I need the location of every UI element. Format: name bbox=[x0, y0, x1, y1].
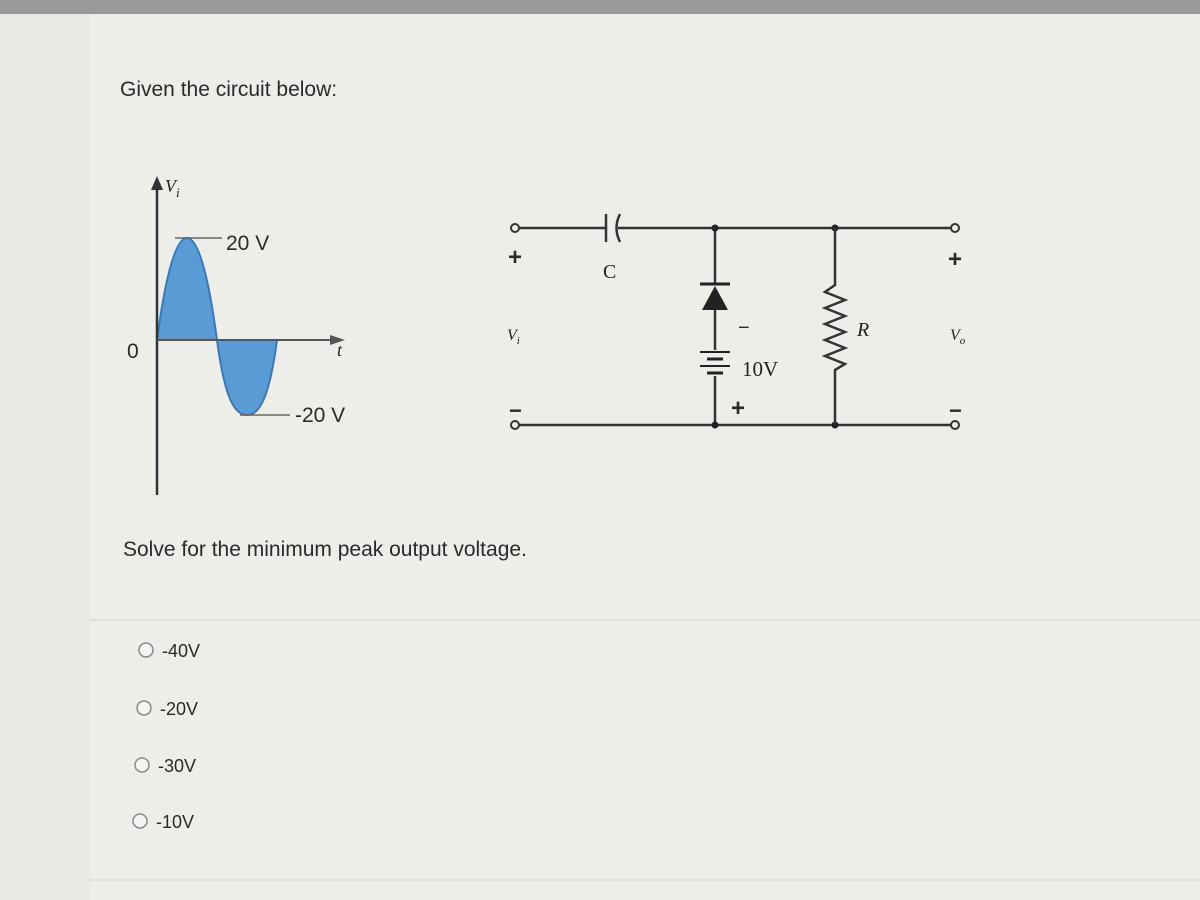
subscript: o bbox=[960, 335, 966, 347]
component-label: R bbox=[856, 319, 869, 341]
option-label[interactable]: -20V bbox=[160, 699, 198, 719]
option[interactable]: -20V bbox=[136, 699, 198, 719]
terminal-sign: − bbox=[509, 398, 522, 423]
capacitor-plate bbox=[615, 213, 622, 243]
option[interactable]: -30V bbox=[134, 756, 196, 776]
radio-button[interactable] bbox=[138, 642, 154, 658]
junction bbox=[711, 421, 719, 429]
axis-label: Vi bbox=[165, 176, 180, 200]
origin-label: 0 bbox=[127, 340, 139, 363]
option[interactable]: -10V bbox=[132, 812, 194, 832]
options: -40V -20V -30V -10V bbox=[132, 641, 200, 832]
circuit: + Vi − C − 10V + R + Vo − bbox=[507, 213, 966, 430]
content-panel bbox=[90, 14, 1200, 900]
waveform: Vi 20 V 0 t -20 V bbox=[127, 176, 345, 495]
symbol: V bbox=[507, 327, 519, 344]
peak-label: 20 V bbox=[226, 232, 269, 255]
terminal-sign: − bbox=[949, 398, 962, 423]
radio-button[interactable] bbox=[132, 813, 148, 829]
subscript: i bbox=[517, 335, 520, 347]
symbol: V bbox=[165, 176, 178, 196]
radio-button[interactable] bbox=[136, 700, 152, 716]
terminal-sign: + bbox=[948, 246, 962, 273]
terminal-label: Vo bbox=[950, 327, 966, 347]
option[interactable]: -40V bbox=[138, 641, 200, 661]
resistor bbox=[821, 228, 849, 425]
radio-button[interactable] bbox=[134, 757, 150, 773]
symbol: V bbox=[950, 327, 962, 344]
battery-label: 10V bbox=[742, 357, 778, 381]
battery-sign: − bbox=[738, 317, 750, 339]
component-label: C bbox=[603, 261, 616, 283]
diode bbox=[702, 286, 728, 310]
time-label: t bbox=[337, 340, 343, 360]
subscript: i bbox=[176, 185, 180, 200]
battery-sign: + bbox=[731, 395, 745, 422]
option-label[interactable]: -40V bbox=[162, 641, 200, 661]
terminal-sign: + bbox=[508, 244, 522, 271]
terminal-label: Vi bbox=[507, 327, 520, 347]
prompt: Given the circuit below: bbox=[120, 78, 337, 101]
question: Solve for the minimum peak output voltag… bbox=[123, 538, 527, 561]
option-label[interactable]: -30V bbox=[158, 756, 196, 776]
option-label[interactable]: -10V bbox=[156, 812, 194, 832]
trough-label: -20 V bbox=[295, 404, 345, 427]
arrow bbox=[151, 176, 163, 190]
junction bbox=[711, 224, 719, 232]
arrow bbox=[330, 335, 345, 345]
top-bar bbox=[0, 0, 1200, 14]
